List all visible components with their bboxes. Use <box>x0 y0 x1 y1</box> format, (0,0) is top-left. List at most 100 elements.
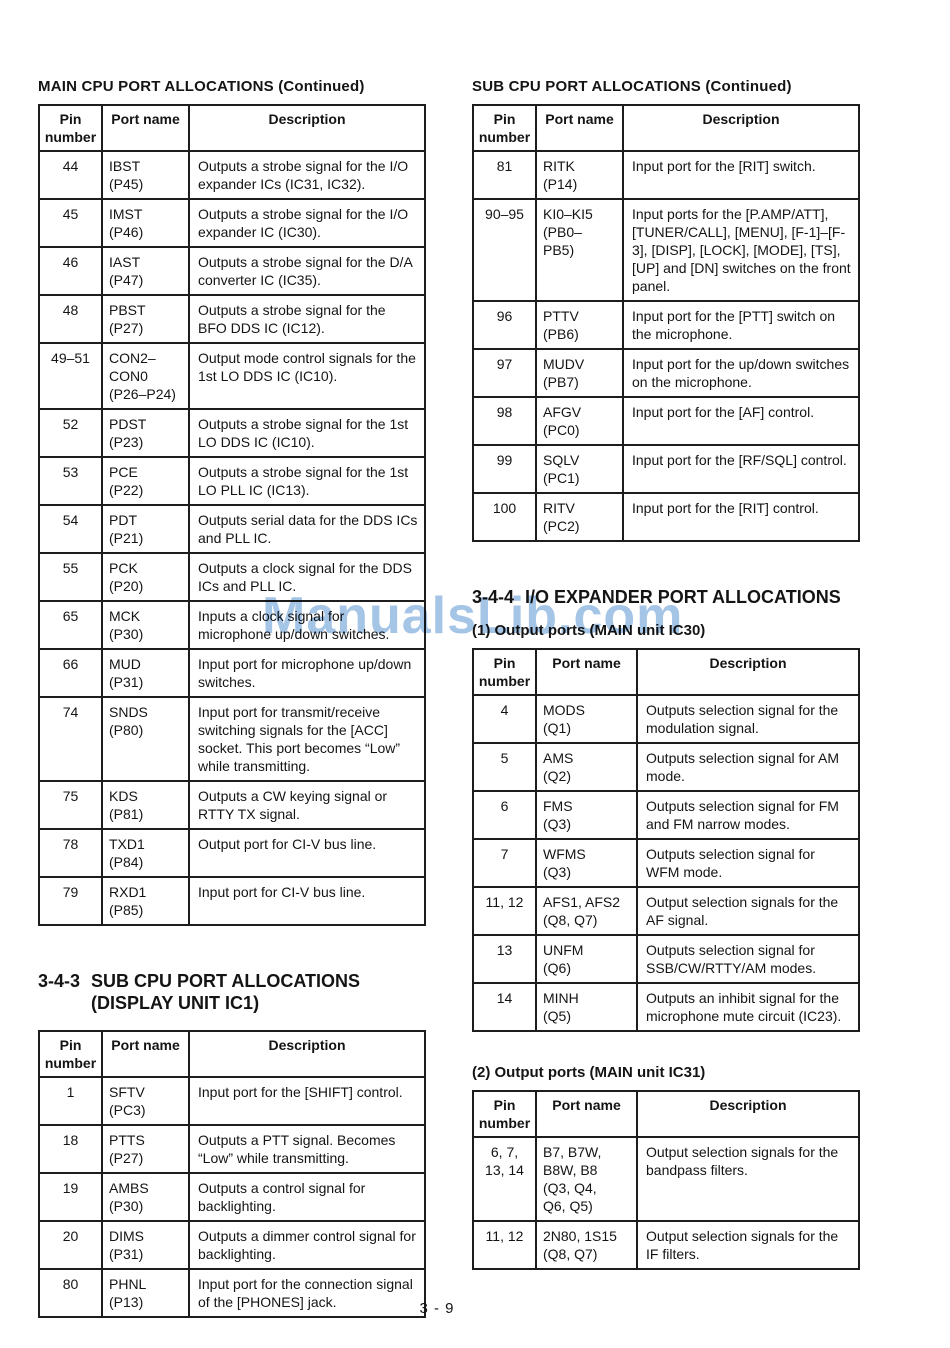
description-cell: Outputs a strobe signal for the 1st LO P… <box>188 456 426 506</box>
port-name-cell: PCE (P22) <box>101 456 190 506</box>
pin-number-header: Pin number <box>472 648 537 696</box>
description-header: Description <box>636 648 860 696</box>
output-ports-2-title: (2) Output ports (MAIN unit IC31) <box>472 1064 706 1081</box>
pin-number-cell: 13 <box>472 934 537 984</box>
description-cell: Input port for the connection signal of … <box>188 1268 426 1318</box>
table-header-row: Pin number Port name Description <box>472 1090 860 1138</box>
port-name-cell: IMST (P46) <box>101 198 190 248</box>
pin-number-cell: 46 <box>38 246 103 296</box>
main-ic31-table: Pin number Port name Description 6, 7, 1… <box>472 1090 860 1270</box>
port-name-cell: UNFM (Q6) <box>535 934 638 984</box>
pin-number-cell: 20 <box>38 1220 103 1270</box>
pin-number-cell: 49–51 <box>38 342 103 410</box>
port-name-cell: FMS (Q3) <box>535 790 638 840</box>
description-cell: Output port for CI-V bus line. <box>188 828 426 878</box>
port-name-cell: PBST (P27) <box>101 294 190 344</box>
pin-number-cell: 98 <box>472 396 537 446</box>
table-header-row: Pin number Port name Description <box>38 104 426 152</box>
main-cpu-port-table: Pin number Port name Description 44 IBST… <box>38 104 426 926</box>
section-343-number: 3-4-3 <box>38 971 81 991</box>
table-row: 74 SNDS (P80) Input port for transmit/re… <box>38 696 426 782</box>
port-name-cell: KI0–KI5 (PB0– PB5) <box>535 198 624 302</box>
port-name-cell: IAST (P47) <box>101 246 190 296</box>
pin-number-cell: 14 <box>472 982 537 1032</box>
table-row: 75 KDS (P81) Outputs a CW keying signal … <box>38 780 426 830</box>
description-cell: Outputs a strobe signal for the I/O expa… <box>188 198 426 248</box>
port-name-cell: CON2– CON0 (P26–P24) <box>101 342 190 410</box>
description-cell: Output mode control signals for the 1st … <box>188 342 426 410</box>
table-header-row: Pin number Port name Description <box>38 1030 426 1078</box>
table-row: 48 PBST (P27) Outputs a strobe signal fo… <box>38 294 426 344</box>
pin-number-cell: 11, 12 <box>472 1220 537 1270</box>
description-cell: Input port for microphone up/down switch… <box>188 648 426 698</box>
pin-number-cell: 96 <box>472 300 537 350</box>
table-row: 5 AMS (Q2) Outputs selection signal for … <box>472 742 860 792</box>
description-cell: Input port for the [RIT] control. <box>622 492 860 542</box>
table-row: 14 MINH (Q5) Outputs an inhibit signal f… <box>472 982 860 1032</box>
pin-number-cell: 44 <box>38 150 103 200</box>
port-name-cell: RITV (PC2) <box>535 492 624 542</box>
section-343-title: SUB CPU PORT ALLOCATIONS (DISPLAY UNIT I… <box>91 970 360 1014</box>
port-name-header: Port name <box>535 648 638 696</box>
table-row: 46 IAST (P47) Outputs a strobe signal fo… <box>38 246 426 296</box>
description-cell: Outputs a control signal for backlightin… <box>188 1172 426 1222</box>
pin-number-header: Pin number <box>38 1030 103 1078</box>
port-name-cell: 2N80, 1S15 (Q8, Q7) <box>535 1220 638 1270</box>
table-header-row: Pin number Port name Description <box>472 648 860 696</box>
description-cell: Input port for the up/down switches on t… <box>622 348 860 398</box>
description-cell: Input port for the [SHIFT] control. <box>188 1076 426 1126</box>
sub-cpu-display-table: Pin number Port name Description 1 SFTV … <box>38 1030 426 1318</box>
description-cell: Input port for the [AF] control. <box>622 396 860 446</box>
port-name-cell: PDT (P21) <box>101 504 190 554</box>
table-row: 65 MCK (P30) Inputs a clock signal for m… <box>38 600 426 650</box>
pin-number-cell: 19 <box>38 1172 103 1222</box>
section-344-heading: 3-4-4 I/O EXPANDER PORT ALLOCATIONS <box>472 586 860 608</box>
description-cell: Inputs a clock signal for microphone up/… <box>188 600 426 650</box>
description-cell: Input port for the [RF/SQL] control. <box>622 444 860 494</box>
pin-number-cell: 7 <box>472 838 537 888</box>
page-number: 3 - 9 <box>419 1300 455 1317</box>
port-name-cell: AFS1, AFS2 (Q8, Q7) <box>535 886 638 936</box>
description-cell: Output selection signals for the bandpas… <box>636 1136 860 1222</box>
description-cell: Input port for the [RIT] switch. <box>622 150 860 200</box>
description-cell: Input port for transmit/receive switchin… <box>188 696 426 782</box>
port-name-cell: SFTV (PC3) <box>101 1076 190 1126</box>
table-row: 1 SFTV (PC3) Input port for the [SHIFT] … <box>38 1076 426 1126</box>
table-row: 80 PHNL (P13) Input port for the connect… <box>38 1268 426 1318</box>
table-row: 55 PCK (P20) Outputs a clock signal for … <box>38 552 426 602</box>
pin-number-cell: 99 <box>472 444 537 494</box>
pin-number-cell: 6, 7, 13, 14 <box>472 1136 537 1222</box>
port-name-header: Port name <box>101 104 190 152</box>
pin-number-cell: 74 <box>38 696 103 782</box>
port-name-cell: MUDV (PB7) <box>535 348 624 398</box>
description-header: Description <box>188 104 426 152</box>
table-row: 13 UNFM (Q6) Outputs selection signal fo… <box>472 934 860 984</box>
port-name-cell: RITK (P14) <box>535 150 624 200</box>
table-row: 53 PCE (P22) Outputs a strobe signal for… <box>38 456 426 506</box>
table-row: 49–51 CON2– CON0 (P26–P24) Output mode c… <box>38 342 426 410</box>
description-cell: Outputs selection signal for the modulat… <box>636 694 860 744</box>
description-cell: Outputs selection signal for SSB/CW/RTTY… <box>636 934 860 984</box>
description-header: Description <box>622 104 860 152</box>
port-name-cell: MCK (P30) <box>101 600 190 650</box>
pin-number-cell: 52 <box>38 408 103 458</box>
pin-number-cell: 66 <box>38 648 103 698</box>
description-cell: Outputs a CW keying signal or RTTY TX si… <box>188 780 426 830</box>
table-row: 78 TXD1 (P84) Output port for CI-V bus l… <box>38 828 426 878</box>
port-name-header: Port name <box>101 1030 190 1078</box>
port-name-cell: PCK (P20) <box>101 552 190 602</box>
port-name-cell: PTTS (P27) <box>101 1124 190 1174</box>
port-name-cell: MUD (P31) <box>101 648 190 698</box>
description-cell: Input port for CI-V bus line. <box>188 876 426 926</box>
port-name-cell: IBST (P45) <box>101 150 190 200</box>
port-name-header: Port name <box>535 1090 638 1138</box>
port-name-cell: AMBS (P30) <box>101 1172 190 1222</box>
description-cell: Outputs a strobe signal for the D/A conv… <box>188 246 426 296</box>
description-cell: Outputs a PTT signal. Becomes “Low” whil… <box>188 1124 426 1174</box>
description-cell: Outputs a strobe signal for the BFO DDS … <box>188 294 426 344</box>
pin-number-cell: 48 <box>38 294 103 344</box>
pin-number-cell: 79 <box>38 876 103 926</box>
io-expander-table: Pin number Port name Description 4 MODS … <box>472 648 860 1032</box>
table-row: 11, 12 AFS1, AFS2 (Q8, Q7) Output select… <box>472 886 860 936</box>
left-column: MAIN CPU PORT ALLOCATIONS (Continued) Pi… <box>38 78 426 1348</box>
